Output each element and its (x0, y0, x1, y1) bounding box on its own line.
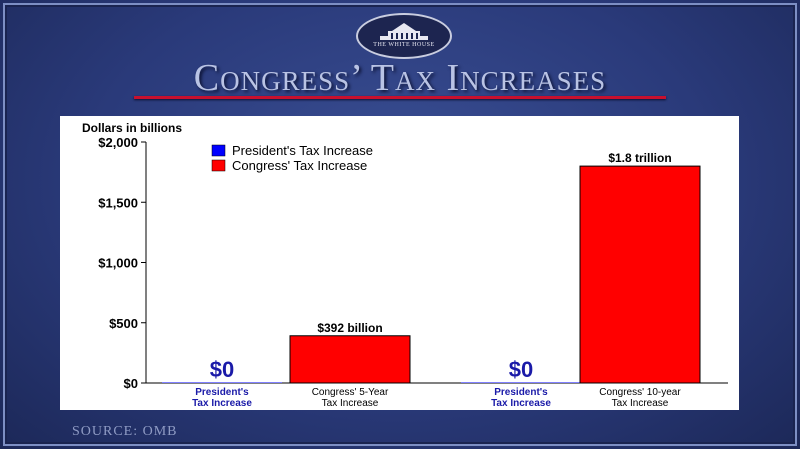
x-category-label: President's (494, 387, 548, 398)
legend-swatch-congress (211, 159, 226, 172)
white-house-icon (380, 23, 428, 40)
legend-label-congress: Congress' Tax Increase (232, 158, 367, 173)
source-note: SOURCE: OMB (72, 424, 178, 439)
data-label-4: $1.8 trillion (608, 151, 671, 165)
data-label-3: $0 (509, 357, 533, 382)
legend-label-president: President's Tax Increase (232, 143, 373, 158)
title-underline (134, 96, 666, 99)
white-house-seal: THE WHITE HOUSE (356, 13, 452, 59)
x-category-label: Tax Increase (612, 398, 669, 409)
y-tick-label: $500 (109, 316, 138, 331)
y-tick-label: $0 (124, 376, 138, 391)
bar-2 (289, 335, 411, 384)
data-label-2: $392 billion (317, 321, 382, 335)
y-tick-label: $1,000 (98, 256, 138, 271)
bar-4 (579, 165, 701, 384)
x-category-label: Congress' 5-Year (312, 387, 389, 398)
x-category-label: Tax Increase (491, 398, 551, 409)
data-label-1: $0 (210, 357, 234, 382)
seal-text: THE WHITE HOUSE (373, 42, 435, 48)
bar-1 (162, 382, 282, 383)
y-tick-label: $2,000 (98, 135, 138, 150)
y-axis-title: Dollars in billions (82, 121, 182, 135)
x-category-label: President's (195, 387, 249, 398)
chart-panel: Dollars in billions $0 $500 $1,000 $1,500 $2,… (60, 116, 739, 410)
legend-swatch-president (211, 144, 226, 157)
bar-3 (461, 382, 581, 383)
y-tick-label: $1,500 (98, 195, 138, 210)
x-category-label: Tax Increase (322, 398, 379, 409)
page-title: Congress’ Tax Increases (193, 57, 607, 99)
x-category-label: Congress' 10-year (599, 387, 681, 398)
bar-chart: Dollars in billions $0 $500 $1,000 $1,500 $2,… (82, 121, 728, 409)
x-category-label: Tax Increase (192, 398, 252, 409)
